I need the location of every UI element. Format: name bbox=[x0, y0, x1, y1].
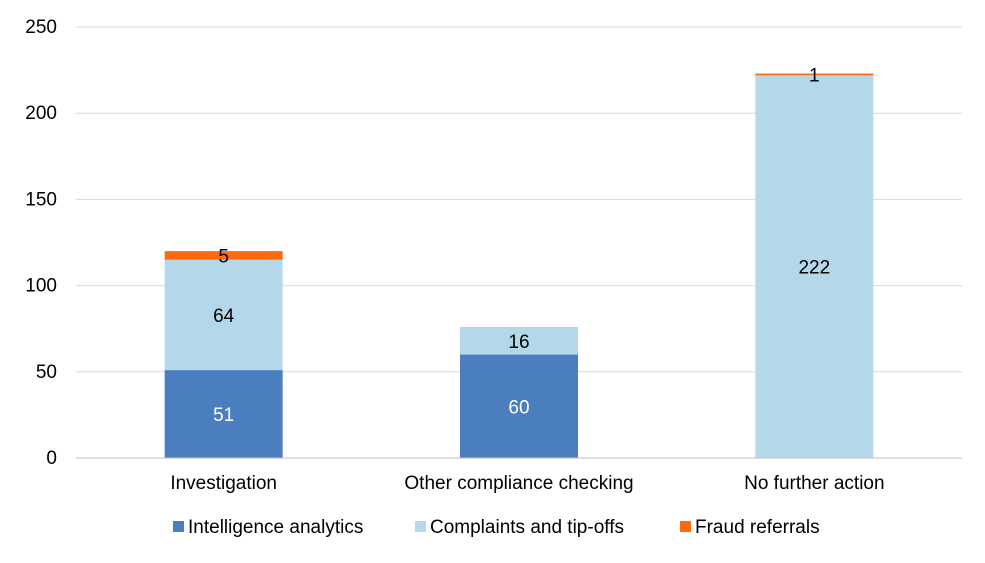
legend-label: Fraud referrals bbox=[695, 517, 820, 538]
legend: Intelligence analytics Complaints and tip… bbox=[173, 517, 820, 538]
data-label: 51 bbox=[213, 405, 234, 426]
bar-segment bbox=[164, 370, 283, 458]
legend-swatch bbox=[173, 521, 184, 532]
bar-segment bbox=[460, 354, 578, 458]
legend-label: Intelligence analytics bbox=[188, 517, 363, 538]
legend-swatch bbox=[680, 521, 691, 532]
data-label: 1 bbox=[809, 65, 820, 86]
x-tick-label: Investigation bbox=[170, 473, 277, 494]
bar-segment bbox=[755, 75, 874, 458]
data-label: 222 bbox=[798, 258, 830, 279]
y-tick-label: 100 bbox=[25, 276, 57, 297]
legend-label: Complaints and tip-offs bbox=[430, 517, 624, 538]
data-label: 64 bbox=[213, 306, 235, 327]
y-tick-label: 150 bbox=[25, 189, 57, 210]
y-axis: 0 50 100 150 200 250 bbox=[25, 17, 57, 469]
data-label: 60 bbox=[508, 397, 529, 418]
bars bbox=[164, 73, 874, 458]
y-tick-label: 50 bbox=[36, 362, 57, 383]
y-tick-label: 0 bbox=[46, 448, 57, 469]
x-tick-label: No further action bbox=[744, 473, 884, 494]
bar-segment bbox=[164, 259, 283, 371]
data-label: 5 bbox=[218, 246, 229, 267]
x-tick-label: Other compliance checking bbox=[404, 473, 633, 494]
bar-segment bbox=[460, 326, 578, 355]
data-label: 16 bbox=[508, 332, 529, 353]
x-axis: Investigation Other compliance checking No… bbox=[76, 457, 962, 494]
y-tick-label: 250 bbox=[25, 17, 57, 38]
legend-swatch bbox=[415, 521, 426, 532]
data-labels: 51 64 5 60 16 222 1 bbox=[213, 65, 830, 426]
y-tick-label: 200 bbox=[25, 103, 57, 124]
bar-segment bbox=[164, 251, 283, 260]
bar-segment bbox=[755, 73, 874, 76]
